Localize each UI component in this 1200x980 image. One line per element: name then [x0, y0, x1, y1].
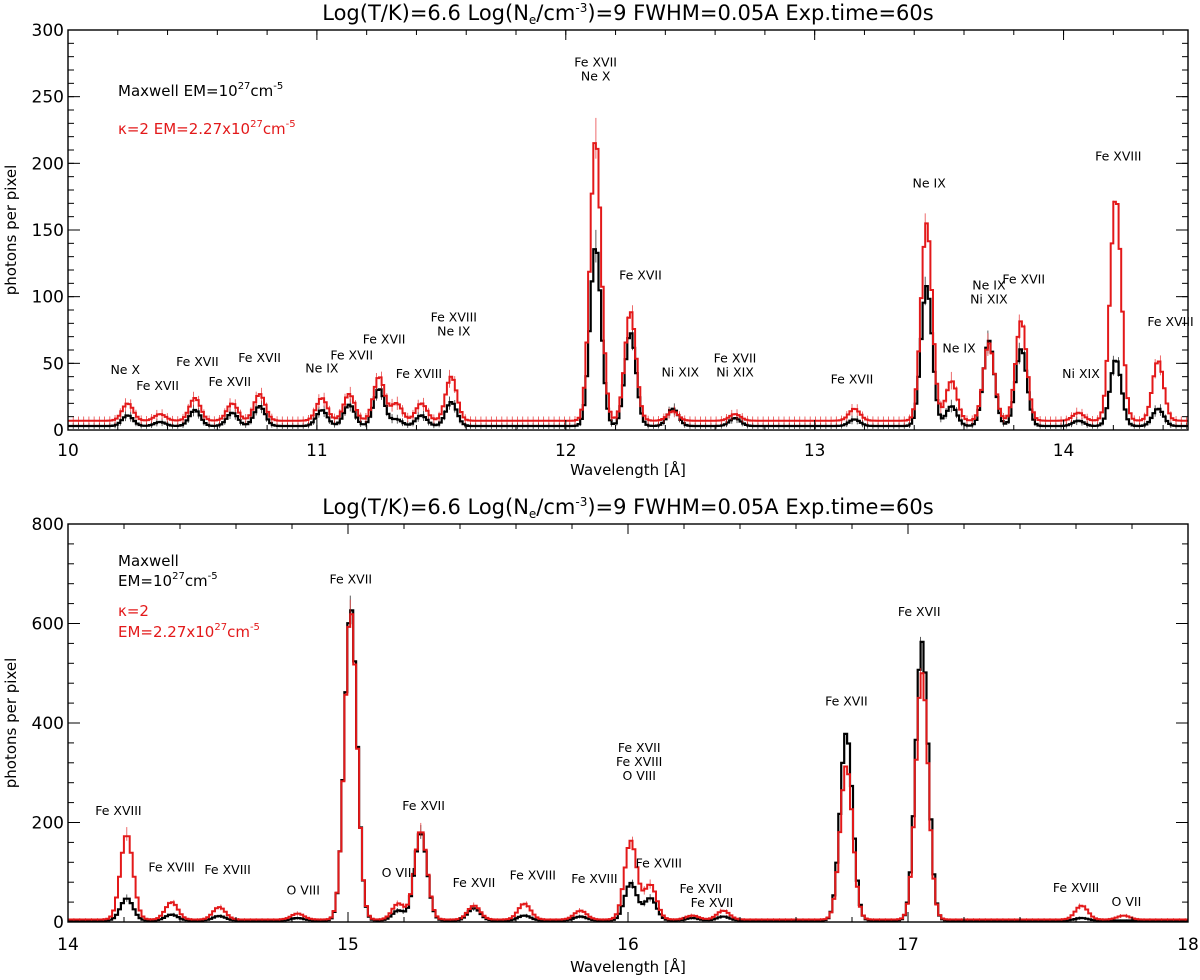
line-annotation: O VIII	[622, 768, 655, 783]
line-annotation: Fe XVII	[363, 331, 406, 346]
line-annotation: Ni XIX	[970, 291, 1008, 306]
legend-kappa: κ=2 EM=2.27x1027cm-5	[118, 119, 296, 138]
y-tick-label: 400	[32, 714, 64, 734]
x-tick-label: 12	[555, 441, 577, 461]
line-annotation: Fe XVII	[330, 347, 373, 362]
series-line-maxwell	[68, 248, 1188, 428]
x-tick-label: 11	[306, 441, 328, 461]
y-tick-label: 300	[32, 21, 64, 41]
line-annotation: Fe XVII	[825, 694, 868, 709]
top-spectrum-panel: Log(T/K)=6.6 Log(Ne/cm-3)=9 FWHM=0.05A E…	[2, 1, 1194, 479]
y-tick-label: 600	[32, 615, 64, 635]
y-tick-label: 200	[32, 154, 64, 174]
line-annotation: Fe XVIII	[636, 855, 682, 870]
line-annotation: Fe XVIII	[204, 862, 250, 877]
line-annotation: Ne IX	[437, 323, 471, 338]
legend-kappa-name: κ=2	[118, 602, 149, 620]
line-annotation: Fe XVIII	[1053, 880, 1099, 895]
line-annotation: Fe XVII	[618, 740, 661, 755]
line-annotation: Ne IX	[305, 361, 339, 376]
x-axis-label: Wavelength [Å]	[570, 957, 686, 976]
legend-maxwell: Maxwell EM=1027cm-5	[118, 81, 283, 100]
line-annotation: Fe XVII	[679, 881, 722, 896]
line-annotation: Fe XVII	[691, 895, 734, 910]
line-annotation: Fe XVII	[238, 350, 281, 365]
line-annotation: Ni XIX	[1062, 366, 1100, 381]
y-tick-label: 150	[32, 221, 64, 241]
legend: Maxwell EM=1027cm-5 κ=2 EM=2.27x1027cm-5	[118, 81, 296, 138]
x-tick-label: 16	[617, 935, 639, 955]
line-annotation: Ne X	[110, 362, 140, 377]
line-annotation: Fe XVIII	[1147, 314, 1193, 329]
bottom-spectrum-panel: Log(T/K)=6.6 Log(Ne/cm-3)=9 FWHM=0.05A E…	[2, 495, 1199, 976]
x-tick-label: 18	[1177, 935, 1199, 955]
y-axis-label: photons per pixel	[2, 658, 20, 789]
y-tick-label: 250	[32, 88, 64, 108]
line-annotation: Fe XVIII	[431, 309, 477, 324]
y-axis-label: photons per pixel	[2, 165, 20, 296]
line-annotation: Fe XVII	[176, 354, 219, 369]
line-annotation: Fe XVII	[619, 267, 662, 282]
line-annotation: Fe XVII	[402, 798, 445, 813]
x-tick-label: 17	[897, 935, 919, 955]
line-annotation: Fe XVII	[329, 572, 372, 587]
line-annotation: Fe XVIII	[1095, 149, 1141, 164]
line-annotation: Fe XVII	[898, 604, 941, 619]
line-annotation: Ne IX	[942, 341, 976, 356]
x-tick-label: 14	[1053, 441, 1075, 461]
line-annotation: Ne IX	[972, 277, 1006, 292]
line-annotation: Fe XVIII	[396, 366, 442, 381]
line-annotation: Fe XVII	[453, 875, 496, 890]
legend-maxwell-em: EM=1027cm-5	[118, 571, 218, 590]
x-axis-label: Wavelength [Å]	[570, 460, 686, 479]
y-tick-label: 100	[32, 288, 64, 308]
legend-maxwell-name: Maxwell	[118, 552, 179, 570]
x-tick-label: 15	[337, 935, 359, 955]
line-annotation: Ne X	[581, 69, 611, 84]
line-annotation: Fe XVIII	[616, 754, 662, 769]
series-group	[68, 595, 1188, 922]
line-annotation: Fe XVII	[208, 374, 251, 389]
line-annotation: Fe XVIII	[571, 871, 617, 886]
line-annotation: Ni XIX	[661, 365, 699, 380]
x-tick-label: 10	[57, 441, 79, 461]
chart-title: Log(T/K)=6.6 Log(Ne/cm-3)=9 FWHM=0.05A E…	[322, 1, 933, 27]
line-annotation: Fe XVII	[1002, 271, 1045, 286]
y-tick-label: 0	[53, 421, 64, 441]
line-annotation: Fe XVIII	[95, 803, 141, 818]
line-annotation: O VII	[1112, 894, 1142, 909]
line-annotation: Fe XVII	[714, 351, 757, 366]
chart-title: Log(T/K)=6.6 Log(Ne/cm-3)=9 FWHM=0.05A E…	[322, 495, 933, 521]
line-annotation: O VIII	[286, 883, 319, 898]
line-annotation: Fe XVII	[574, 55, 617, 70]
line-annotation: Ne IX	[913, 175, 947, 190]
y-tick-label: 200	[32, 814, 64, 834]
line-annotation: Fe XVIII	[510, 868, 556, 883]
line-annotation: O VIII	[382, 865, 415, 880]
line-annotation: Ni XIX	[716, 365, 754, 380]
series-group	[68, 117, 1188, 429]
line-annotation: Fe XVII	[831, 371, 874, 386]
x-tick-label: 13	[804, 441, 826, 461]
x-tick-label: 14	[57, 935, 79, 955]
y-tick-label: 50	[42, 354, 64, 374]
legend-kappa-em: EM=2.27x1027cm-5	[118, 622, 260, 641]
line-annotation: Fe XVII	[136, 378, 179, 393]
line-annotation: Fe XVIII	[148, 859, 194, 874]
y-tick-label: 0	[53, 913, 64, 933]
y-tick-label: 800	[32, 515, 64, 535]
